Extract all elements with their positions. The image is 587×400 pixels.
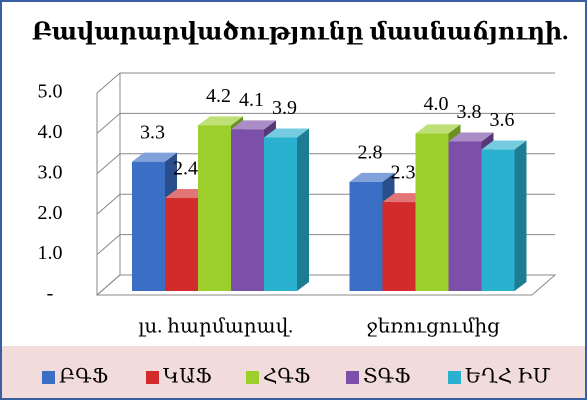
bar-side <box>514 140 527 291</box>
bar <box>264 137 297 291</box>
legend-swatch <box>448 371 461 384</box>
bar <box>165 198 198 291</box>
data-label: 4.0 <box>424 93 449 115</box>
data-label: 2.3 <box>391 162 416 184</box>
bar-top <box>448 132 494 142</box>
y-tick-label: 3.0 <box>38 161 63 183</box>
bar-top <box>349 172 395 182</box>
data-label: 3.9 <box>272 97 297 119</box>
y-tick-label: 2.0 <box>38 202 63 224</box>
bar <box>231 129 264 291</box>
bar <box>448 141 482 291</box>
y-tick-label: 1.0 <box>38 242 63 264</box>
bar-top <box>132 152 177 162</box>
data-label: 3.6 <box>490 109 515 131</box>
grid-line <box>96 72 555 94</box>
data-label: 2.4 <box>173 158 198 180</box>
y-tick-label: - <box>47 283 54 305</box>
legend-swatch <box>346 371 359 384</box>
legend-swatch <box>146 371 159 384</box>
legend-band <box>2 346 585 398</box>
y-tick-label: 5.0 <box>38 81 63 103</box>
bar-top <box>231 120 276 130</box>
grid-line <box>96 153 555 175</box>
bar <box>481 149 515 291</box>
x-tick-label: ջեռուցումից <box>366 316 500 338</box>
data-label: 3.3 <box>140 121 165 143</box>
bar-top <box>415 124 461 134</box>
bar <box>415 133 449 291</box>
bar <box>198 125 231 291</box>
legend-label: ՏԳՖ <box>363 366 411 388</box>
legend-swatch <box>42 371 55 384</box>
bar <box>132 161 165 291</box>
data-label: 4.2 <box>206 85 231 107</box>
data-label: 3.8 <box>457 101 482 123</box>
chart-title: Բավարարվածությունը մասնաճյուղի. <box>32 20 569 46</box>
bar-top <box>198 116 243 126</box>
legend-label: ԵՂՀ ԻՄ <box>465 366 551 388</box>
legend-label: ԿԱՖ <box>163 366 212 388</box>
bar-top <box>481 140 527 150</box>
grid-line <box>96 112 555 134</box>
x-tick-label: լս. հարմարավ. <box>138 316 293 338</box>
bar-side <box>297 128 309 291</box>
legend-label: ՀԳՖ <box>263 366 310 388</box>
legend-swatch <box>246 371 259 384</box>
y-tick-label: 4.0 <box>38 121 63 143</box>
bar <box>382 202 416 291</box>
data-label: 2.8 <box>358 141 383 163</box>
bar <box>349 181 383 291</box>
data-label: 4.1 <box>239 89 264 111</box>
bar-top <box>264 128 309 138</box>
legend-label: ԲԳՖ <box>59 366 108 388</box>
